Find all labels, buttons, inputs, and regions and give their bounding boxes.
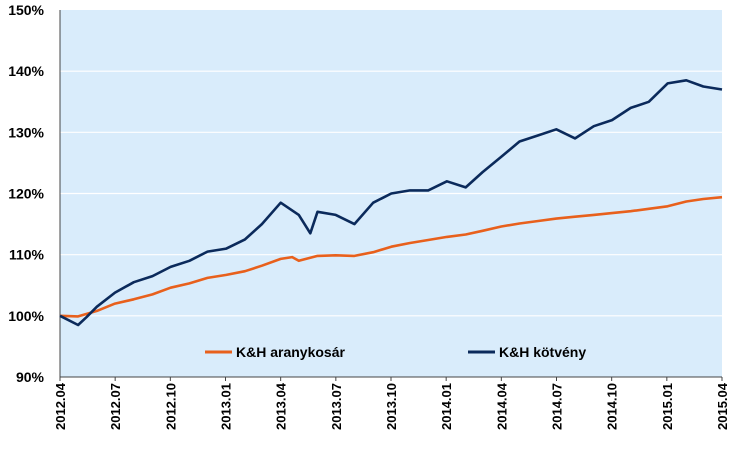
series-line-1: [59, 79, 723, 327]
y-tick-label: 140%: [8, 63, 44, 79]
x-tick-label: 2012.07: [108, 383, 123, 430]
legend-label-kotveny: K&H kötvény: [499, 344, 586, 360]
x-tick-label: 2014.04: [494, 382, 509, 430]
x-tick-label: 2013.01: [219, 383, 234, 430]
x-tick-label: 2012.10: [163, 383, 178, 430]
x-tick-label: 2014.10: [605, 383, 620, 430]
y-tick-label: 130%: [8, 124, 44, 140]
y-tick-label: 110%: [9, 247, 45, 263]
series-lines: [59, 79, 723, 327]
x-tick-label: 2013.10: [384, 383, 399, 430]
y-tick-label: 150%: [8, 2, 44, 18]
legend-label-aranykosar: K&H aranykosár: [236, 344, 345, 360]
x-tick-label: 2014.07: [550, 383, 565, 430]
x-tick-label: 2015.01: [660, 383, 675, 430]
x-tick-label: 2014.01: [439, 383, 454, 430]
x-tick-label: 2013.07: [329, 383, 344, 430]
y-tick-label: 100%: [8, 308, 44, 324]
legend: K&H aranykosár K&H kötvény: [205, 344, 586, 360]
x-axis: 2012.04 2012.07 2012.10 2013.01 2013.04 2013.…: [53, 377, 730, 430]
series-line-0: [59, 195, 723, 318]
y-tick-label: 120%: [8, 186, 44, 202]
y-tick-label: 90%: [16, 369, 45, 385]
x-tick-label: 2013.04: [274, 382, 289, 430]
x-tick-label: 2015.04: [715, 382, 730, 430]
x-tick-label: 2012.04: [53, 382, 68, 430]
